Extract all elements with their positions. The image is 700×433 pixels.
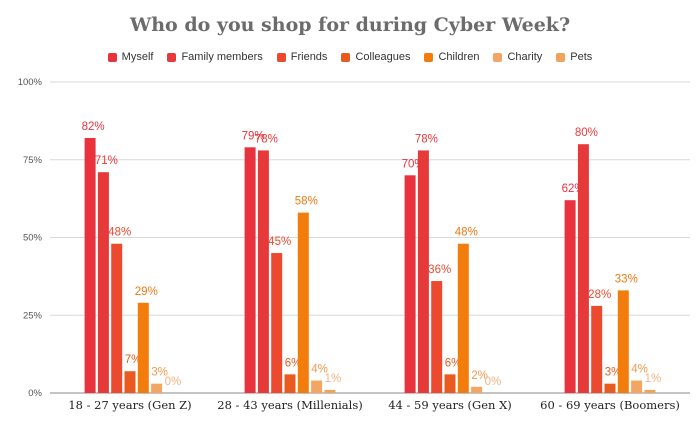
legend-swatch — [167, 52, 177, 62]
data-label: 6% — [445, 357, 462, 369]
bar — [311, 380, 323, 393]
legend-item: Colleagues — [341, 51, 410, 63]
data-label: 4% — [311, 364, 328, 376]
bar — [151, 383, 163, 393]
data-label: 7% — [125, 354, 142, 366]
data-label: 3% — [605, 367, 622, 379]
data-label: 0% — [165, 376, 182, 388]
data-label: 71% — [95, 155, 118, 167]
bar — [457, 243, 469, 393]
bar — [84, 137, 96, 393]
bar — [271, 253, 283, 393]
bar — [97, 172, 109, 393]
bar — [644, 389, 656, 393]
data-label: 33% — [615, 273, 638, 285]
chart-legend: Myself Family members Friends Colleagues Chi… — [0, 51, 700, 63]
legend-swatch — [107, 52, 117, 62]
legend-label: Charity — [507, 51, 543, 63]
bar — [244, 147, 256, 393]
bar — [564, 200, 576, 393]
data-label: 29% — [135, 286, 158, 298]
bar — [124, 371, 136, 393]
legend-swatch — [424, 52, 434, 62]
bar — [604, 383, 616, 393]
legend-item: Family members — [167, 51, 263, 63]
data-label: 78% — [255, 133, 278, 145]
y-tick-label: 0% — [28, 388, 42, 399]
bar — [297, 212, 309, 393]
bar — [431, 281, 443, 393]
x-category-label: 18 - 27 years (Gen Z) — [68, 398, 191, 412]
legend-swatch — [556, 52, 566, 62]
y-tick-label: 75% — [23, 155, 43, 166]
legend-item: Friends — [276, 51, 328, 63]
data-label: 78% — [415, 133, 438, 145]
bar — [417, 150, 429, 393]
data-label: 36% — [428, 264, 451, 276]
bar — [284, 374, 296, 393]
bar — [577, 144, 589, 393]
legend-label: Children — [438, 51, 480, 63]
data-label: 82% — [82, 121, 105, 133]
bar — [111, 243, 123, 393]
data-label: 1% — [325, 373, 342, 385]
data-label: 4% — [631, 364, 648, 376]
bar — [324, 389, 336, 393]
legend-label: Myself — [121, 51, 154, 63]
legend-item: Myself — [107, 51, 154, 63]
legend-item: Pets — [556, 51, 592, 63]
chart-title: Who do you shop for during Cyber Week? — [129, 14, 571, 36]
data-label: 0% — [485, 376, 502, 388]
x-category-label: 28 - 43 years (Millenials) — [217, 398, 362, 412]
legend-label: Family members — [181, 51, 263, 63]
legend-swatch — [276, 52, 286, 62]
bar — [471, 386, 483, 393]
legend-item: Charity — [493, 51, 542, 63]
legend-label: Friends — [290, 51, 328, 63]
data-label: 28% — [588, 289, 611, 301]
data-label: 1% — [645, 373, 662, 385]
bar — [591, 305, 603, 393]
data-label: 48% — [108, 227, 131, 239]
data-label: 45% — [268, 236, 291, 248]
data-label: 80% — [575, 127, 598, 139]
y-tick-label: 25% — [23, 310, 43, 321]
bar — [444, 374, 456, 393]
y-tick-label: 100% — [18, 77, 43, 88]
bar — [404, 175, 416, 393]
data-label: 6% — [285, 357, 302, 369]
data-label: 48% — [455, 227, 478, 239]
bar — [617, 290, 629, 393]
x-category-label: 44 - 59 years (Gen X) — [388, 398, 512, 412]
legend-swatch — [341, 52, 351, 62]
x-category-label: 60 - 69 years (Boomers) — [540, 398, 680, 412]
bar — [137, 302, 149, 393]
data-label: 3% — [151, 367, 168, 379]
data-label: 79% — [242, 130, 265, 142]
data-label: 2% — [471, 370, 488, 382]
y-tick-label: 50% — [23, 233, 43, 244]
bar — [257, 150, 269, 393]
bar — [631, 380, 643, 393]
legend-swatch — [493, 52, 503, 62]
legend-label: Pets — [570, 51, 593, 63]
data-label: 58% — [295, 196, 318, 208]
legend-label: Colleagues — [355, 51, 411, 63]
legend-item: Children — [424, 51, 479, 63]
